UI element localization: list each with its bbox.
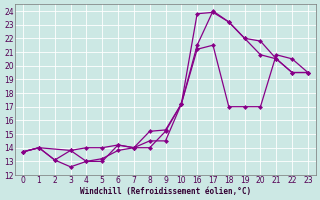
X-axis label: Windchill (Refroidissement éolien,°C): Windchill (Refroidissement éolien,°C) [80, 187, 251, 196]
